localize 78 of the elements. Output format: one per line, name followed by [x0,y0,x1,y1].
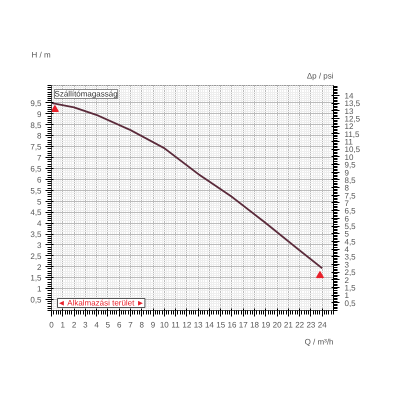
x-tick-label: 15 [216,320,226,330]
y-tick-label: 8 [37,132,42,141]
y-tick-label: 8,5 [30,120,42,130]
x-tick-label: 22 [295,320,305,330]
y2-tick-label: 1,5 [344,283,356,292]
x-tick-label: 23 [306,320,316,330]
y2-tick-label: 7,5 [344,191,356,200]
y2-tick-label: 10,5 [344,145,361,154]
y2-tick-label: 6,5 [344,206,356,216]
y-tick-label: 3,5 [30,230,42,240]
x-tick-label: 21 [284,320,294,330]
y-tick-label: 1 [37,284,42,294]
x-tick-label: 19 [261,320,271,330]
x-tick-label: 8 [140,320,145,330]
y2-tick-label: 3,5 [344,252,356,262]
y-tick-label: 1,5 [30,274,42,283]
y-tick-label: 2 [37,262,42,272]
y-tick-label: 0,5 [30,296,42,305]
line-series [52,102,324,270]
y2-tick-label: 11,5 [344,130,360,139]
y2-tick-label: 12,5 [344,114,361,124]
y2-tick-label: 2,5 [344,268,356,278]
x-tick-label: 4 [94,320,100,330]
x-tick-label: 17 [238,320,248,330]
x-tick-label: 12 [182,320,192,330]
x-tick-label: 18 [250,320,260,330]
x-tick-label: 16 [228,320,237,330]
y-tick-label: 6 [37,175,42,184]
y-tick-label: 5 [37,197,42,206]
y2-tick-label: 8,5 [344,176,356,185]
x-tick-label: 24 [318,320,328,330]
y-tick-label: 7,5 [30,142,42,152]
y2-tick-label: 13,5 [344,99,361,108]
y-tick-label: 2,5 [30,252,42,261]
y2-tick-label: 10 [344,152,354,162]
y-tick-label: 7 [37,154,42,163]
x-tick-label: 2 [72,320,77,330]
y2-tick-label: 0,5 [344,298,356,308]
y2-axis-title: Δp / psi [306,72,334,80]
y-tick-label: 9,5 [30,98,42,108]
y2-tick-label: 1 [344,291,350,300]
x-tick-label: 13 [194,320,204,330]
y2-tick-label: 12 [344,122,354,132]
x-tick-label: 6 [116,320,122,330]
y-tick-label: 6,5 [30,164,42,174]
x-tick-label: 0 [49,320,54,330]
y2-tick-label: 6 [344,214,350,224]
x-tick-label: 5 [106,320,111,330]
y2-tick-label: 3 [344,260,350,270]
y-tick-label: 4,5 [30,208,42,218]
text: Szállítómagasság [54,90,118,98]
x-tick-label: 14 [204,320,214,330]
y-tick-label: 5,5 [30,186,42,196]
y2-tick-label: 4 [344,245,350,254]
x-tick-label: 3 [83,320,88,330]
y2-tick-label: 2 [344,276,350,285]
y2-tick-label: 5,5 [344,222,356,232]
x-tick-label: 10 [160,320,170,330]
x-axis-title: Q / m³/h [304,338,334,346]
y-axis-title: H / m [32,50,51,60]
y2-tick-label: 9,5 [344,160,356,170]
y2-tick-label: 7 [344,198,350,208]
y2-tick-label: 14 [344,91,354,100]
x-tick-label: 7 [128,320,134,330]
y-tick-label: 9 [37,110,42,119]
annotation: ◄ Alkalmazási terület ► [58,298,144,308]
y2-tick-label: 8 [344,184,350,193]
x-tick-label: 1 [60,320,66,330]
y2-tick-label: 13 [344,106,354,116]
y2-tick-label: 11 [344,138,354,147]
x-tick-label: 9 [150,320,156,330]
y2-tick-label: 4,5 [344,237,356,246]
y2-tick-label: 9 [344,168,350,178]
x-tick-label: 11 [171,320,180,330]
y-tick-label: 3 [37,240,42,250]
y-tick-label: 4 [37,219,42,228]
y2-tick-label: 5 [344,230,350,239]
x-tick-label: 20 [272,320,282,330]
